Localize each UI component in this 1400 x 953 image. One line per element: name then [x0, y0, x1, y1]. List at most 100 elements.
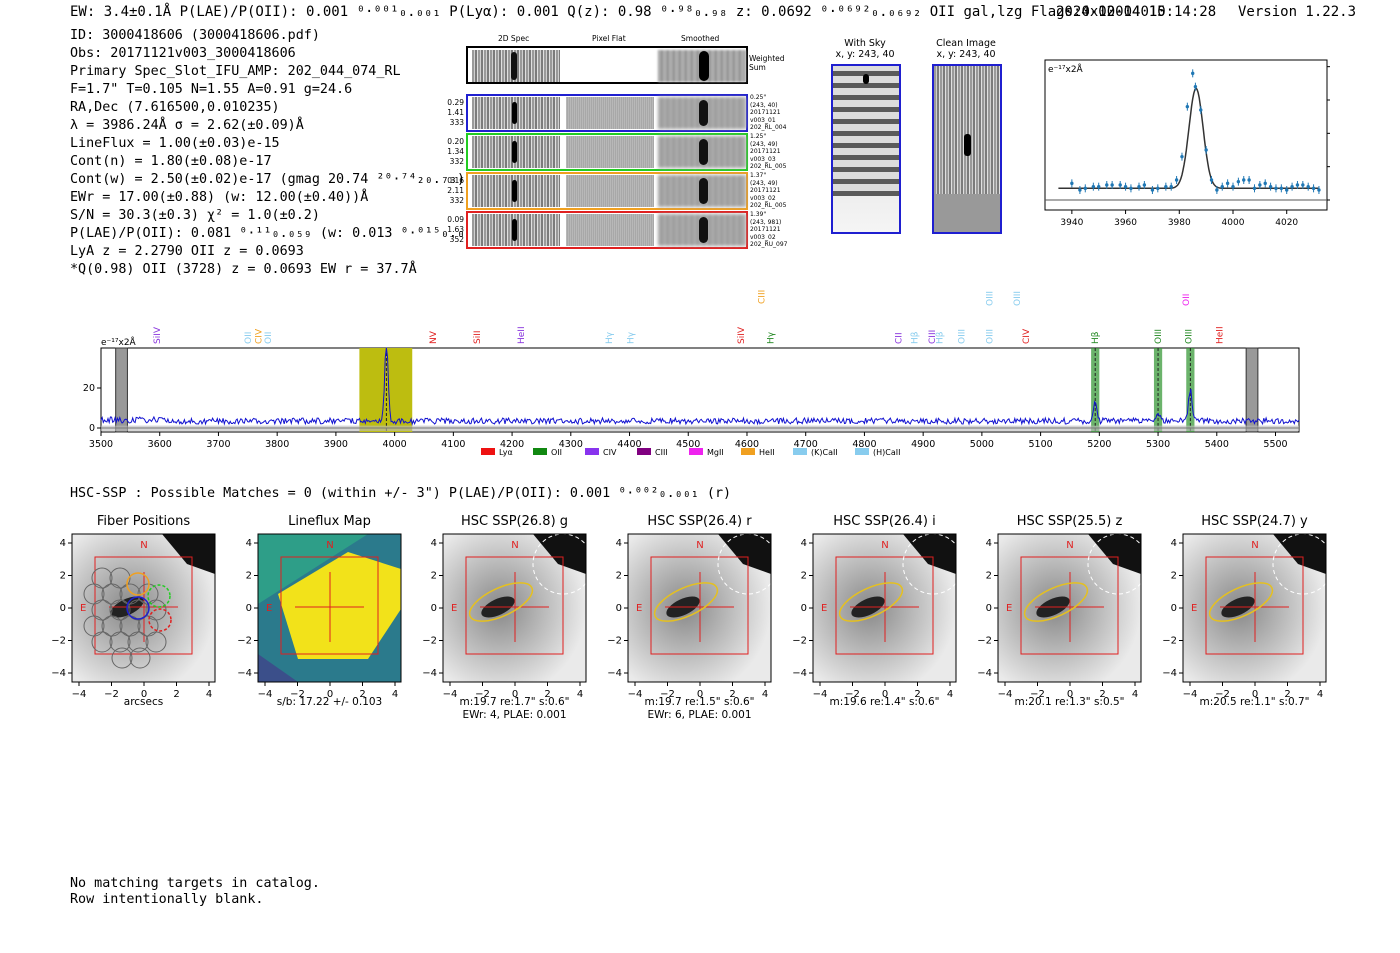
- y-tick-label: −2: [52, 636, 66, 647]
- fiber-circle: [111, 647, 133, 669]
- spectral-line-label: Hβ: [910, 331, 920, 344]
- row-pixelflat: [566, 136, 654, 168]
- row-smooth-blob: [699, 217, 708, 243]
- full-spectrum-chart: e⁻¹⁷x2Å 3500 3600 3700 3800 3900 4000 4100 4200…: [83, 290, 1300, 457]
- panel-caption: arcsecs: [123, 696, 164, 708]
- spectral-line-label: OIII: [986, 291, 996, 306]
- x-tick-label: −2: [845, 689, 860, 700]
- clean-image: [932, 64, 1002, 234]
- y-tick-label: 4: [801, 538, 807, 549]
- row-pixelflat: [566, 214, 654, 246]
- panel-caption: m:20.1 re:1.3" s:0.5": [1014, 696, 1125, 708]
- row-smooth-blob: [699, 178, 708, 204]
- y-tick-label: 2: [60, 571, 66, 582]
- spectral-line-label: OIII: [1154, 329, 1164, 344]
- aperture-box: [1020, 556, 1119, 655]
- x-tick-label: 0: [1067, 689, 1073, 700]
- row-left-value: 0.16: [447, 176, 464, 185]
- east-label: E: [80, 603, 86, 614]
- x-tick-label: −2: [1030, 689, 1045, 700]
- row-right-labels: 0.25" (243, 40) 20171121 v003_01 202_RL_004: [750, 94, 798, 132]
- spectral-line-label: OII: [244, 332, 254, 344]
- fiber-highlight: [126, 572, 150, 596]
- masked-region: [115, 347, 128, 433]
- fit-data-point: [1247, 178, 1251, 182]
- fit-data-point: [1268, 184, 1273, 189]
- fit-data-point: [1091, 184, 1096, 189]
- weighted-sum-label: Weighted Sum: [749, 54, 785, 72]
- row-right-value: v003_03: [750, 155, 776, 163]
- row-left-labels: 0.20 1.34 332: [442, 137, 464, 167]
- north-label: N: [1066, 540, 1073, 551]
- x-tick-label: −2: [475, 689, 490, 700]
- row-smooth-blob: [699, 100, 708, 126]
- spectral-line-label: SiII: [473, 330, 483, 344]
- fiber-circle: [109, 631, 131, 653]
- bright-neighbor: [1088, 534, 1141, 574]
- cutout-row: [466, 211, 748, 249]
- panel-caption: m:20.5 re:1.1" s:0.7": [1199, 696, 1310, 708]
- spectral-line-label: Hγ: [766, 331, 776, 344]
- col-label-smoothed: Smoothed: [681, 34, 720, 43]
- source-ellipse: [468, 582, 534, 622]
- clean-image-title: Clean Image: [936, 38, 996, 49]
- legend-label: Lyα: [499, 448, 513, 457]
- fit-data-point: [1078, 188, 1082, 192]
- y-tick-label: 0: [246, 603, 252, 614]
- aperture-box: [835, 556, 934, 655]
- source-ellipse: [653, 582, 719, 622]
- info-line: LineFlux = 1.00(±0.03)e-15: [70, 136, 280, 151]
- lya-highlight-band: [359, 348, 413, 432]
- source-ellipse: [1023, 582, 1089, 622]
- y-tick-label: 0: [801, 603, 807, 614]
- fit-data-point: [1209, 178, 1214, 182]
- spec-xtick-label: 4700: [794, 439, 818, 450]
- panel-title: HSC SSP(25.5) z: [1016, 514, 1123, 529]
- y-tick-label: −2: [423, 636, 437, 647]
- fit-ylabel: e⁻¹⁷x2Å: [1048, 63, 1084, 75]
- spectrum-frame: [100, 347, 1300, 433]
- aperture-box: [650, 556, 749, 655]
- fit-data-point: [1123, 184, 1128, 189]
- x-tick-label: 0: [512, 689, 518, 700]
- fit-data-point: [1164, 184, 1168, 189]
- y-tick-label: 0: [60, 603, 66, 614]
- y-tick-label: −2: [608, 636, 622, 647]
- fit-data-point: [1236, 179, 1241, 184]
- spec-xtick-label: 4300: [559, 439, 583, 450]
- sky-blank: [833, 196, 899, 232]
- legend-label: HeII: [759, 448, 775, 457]
- header-version: Version 1.22.3: [1238, 4, 1357, 20]
- info-line: P(LAE)/P(OII): 0.081 ⁰·¹¹₀.₀₅₉ (w: 0.013…: [70, 226, 490, 241]
- row-right-value: 202_RL_005: [750, 202, 787, 209]
- fiber-circle: [129, 647, 151, 669]
- fit-xtick-label: 3960: [1114, 218, 1137, 228]
- y-tick-label: 2: [431, 571, 437, 582]
- east-label: E: [266, 603, 272, 614]
- x-tick-label: −4: [72, 689, 87, 700]
- fiber-highlight: [148, 608, 172, 632]
- fit-data-point: [1285, 188, 1289, 192]
- legend-swatch: [793, 448, 807, 455]
- row-left-value: 1.34: [447, 147, 464, 156]
- legend-label: MgII: [707, 448, 724, 457]
- spec-ytick-label: 0: [89, 423, 95, 434]
- row-left-value: 2.11: [447, 186, 464, 195]
- x-tick-label: 0: [697, 689, 703, 700]
- x-tick-label: 2: [1284, 689, 1290, 700]
- fit-data-point: [1118, 183, 1122, 187]
- row-left-value: 1.63: [447, 225, 464, 234]
- fit-data-point: [1137, 184, 1141, 189]
- spec-xtick-label: 3500: [89, 439, 113, 450]
- spectral-line-label: CIV: [254, 328, 264, 344]
- hsc-panel: N E −4 4 −2 2 0 0 2 −2 4 −4: [978, 533, 1143, 700]
- fit-data-point: [1220, 184, 1224, 189]
- spec-xtick-label: 5300: [1146, 439, 1170, 450]
- y-tick-label: −2: [238, 636, 252, 647]
- x-tick-label: −4: [1183, 689, 1198, 700]
- x-tick-label: 2: [359, 689, 365, 700]
- spectral-line-label: SiIV: [153, 326, 163, 344]
- y-tick-label: −2: [1163, 636, 1177, 647]
- panel-title: HSC SSP(26.8) g: [460, 514, 569, 529]
- row-right-value: 202_RL_005: [750, 163, 787, 170]
